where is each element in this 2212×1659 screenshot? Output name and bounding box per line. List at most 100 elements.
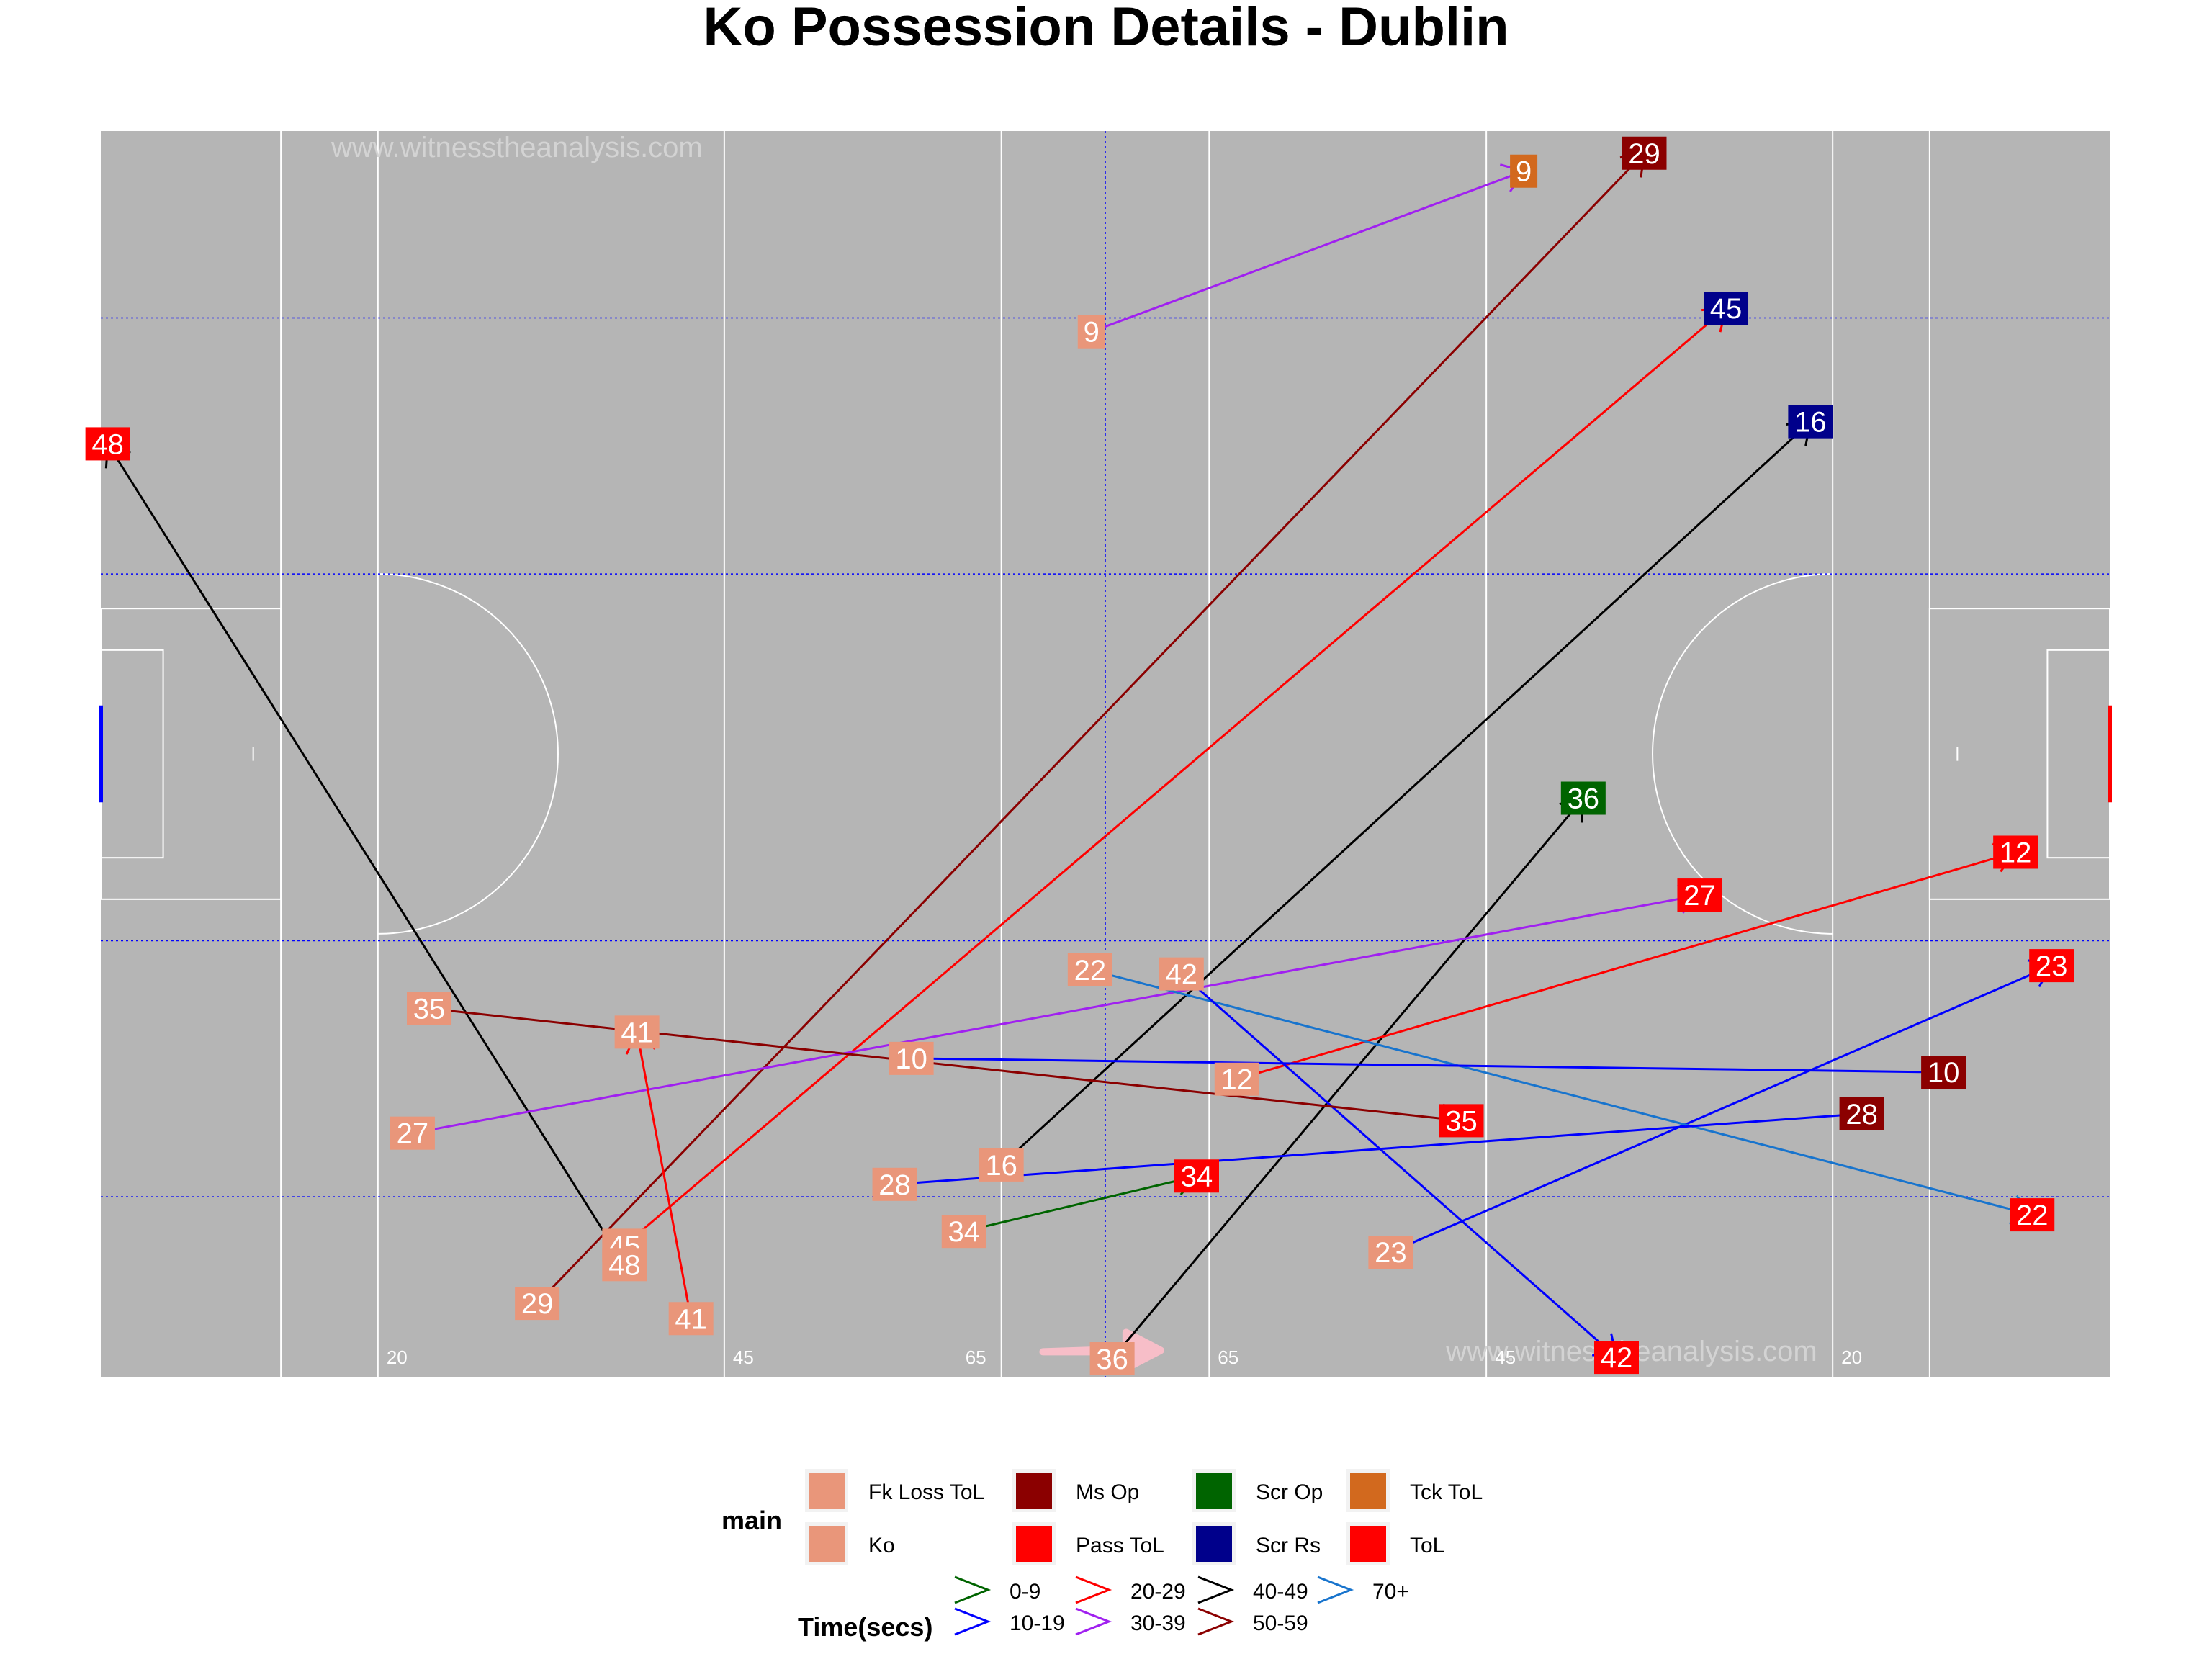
legend-main-label: Tck ToL [1410, 1480, 1483, 1504]
watermark-top: www.witnesstheanalysis.com [331, 132, 703, 163]
end-label: 22 [2010, 1198, 2055, 1232]
start-label: 16 [979, 1148, 1024, 1182]
legend-swatch [1016, 1526, 1052, 1562]
possession-line [1000, 421, 1812, 1166]
end-label-text: 42 [1601, 1342, 1633, 1374]
start-label-text: 41 [675, 1303, 707, 1335]
start-label-box [941, 1215, 986, 1249]
start-label-text: 42 [1166, 959, 1198, 991]
start-label-box [1214, 1062, 1259, 1096]
end-label: 27 [1677, 878, 1722, 912]
legend-time-title: Time(secs) [798, 1612, 932, 1642]
end-label-text: 27 [1683, 880, 1716, 912]
start-label: 10 [889, 1041, 934, 1075]
legend-swatch [1350, 1526, 1386, 1562]
start-label: 34 [941, 1215, 986, 1249]
legend-main-label: Pass ToL [1076, 1534, 1164, 1557]
legend-main-label: Ko [868, 1534, 895, 1557]
distance-label: 45 [1495, 1346, 1516, 1368]
left-arc [377, 573, 559, 935]
end-label-box [1704, 292, 1749, 325]
legend-main-label: Scr Rs [1256, 1534, 1321, 1557]
start-label: 9 [1077, 315, 1105, 349]
possession-line [412, 894, 1700, 1135]
start-label-box [1067, 953, 1112, 986]
legend-time-label: 40-49 [1253, 1580, 1308, 1604]
end-label-box [1677, 878, 1722, 912]
distance-label: 65 [966, 1346, 986, 1368]
possession-line [536, 152, 1645, 1305]
end-label-box [614, 1015, 660, 1049]
start-label-text: 27 [397, 1118, 429, 1150]
start-label-box [979, 1148, 1024, 1182]
end-label-box [1921, 1056, 1966, 1089]
start-label-box [872, 1167, 917, 1201]
legend-main-label: Ms Op [1076, 1480, 1139, 1504]
legend-main-label: ToL [1410, 1534, 1444, 1557]
start-label-box [1159, 957, 1204, 991]
start-label-box [1077, 315, 1105, 349]
start-label: 22 [1067, 953, 1112, 986]
start-label-box [889, 1041, 934, 1075]
start-label: 36 [1089, 1342, 1135, 1376]
start-label-text: 29 [521, 1288, 554, 1320]
possession-line [894, 1112, 1862, 1186]
legend: main Fk Loss ToL Ko Ms Op Pass ToL Scr Op Scr … [721, 1469, 1483, 1642]
legend-swatch [1350, 1473, 1386, 1509]
end-label-text: 12 [2000, 837, 2032, 868]
end-label-box [1560, 781, 1606, 815]
legend-main-title: main [721, 1506, 782, 1535]
end-label-box [1174, 1159, 1219, 1193]
legend-swatch [1196, 1526, 1232, 1562]
start-label-box [1368, 1236, 1413, 1269]
end-label-box [85, 427, 130, 461]
chart-title: Ko Possession Details - Dublin [703, 0, 1509, 58]
start-label-text: 36 [1096, 1344, 1128, 1375]
start-label: 23 [1368, 1236, 1413, 1269]
legend-time-arrow [954, 1575, 992, 1604]
possession-line [636, 1032, 693, 1319]
end-label: 12 [1993, 835, 2038, 869]
start-label-text: 28 [878, 1169, 911, 1201]
start-label-text: 12 [1221, 1064, 1254, 1096]
legend-time-label: 70+ [1372, 1580, 1409, 1604]
legend-time-label: 50-59 [1253, 1611, 1308, 1635]
legend-time-arrow [1317, 1575, 1354, 1604]
possession-line [107, 443, 626, 1266]
end-label: 48 [85, 427, 130, 461]
end-label-text: 23 [2036, 950, 2068, 982]
start-label-box [668, 1302, 714, 1336]
distance-labels: 20 45 65 65 45 20 [387, 1346, 1862, 1368]
end-label: 41 [614, 1015, 660, 1049]
end-label-box [1510, 154, 1538, 188]
possession-lines [104, 152, 2053, 1359]
distance-label: 45 [733, 1346, 754, 1368]
start-label-box [515, 1287, 560, 1321]
end-label-text: 10 [1928, 1057, 1960, 1089]
possession-line [1089, 968, 2033, 1216]
end-label: 16 [1788, 405, 1833, 439]
end-label: 10 [1921, 1056, 1966, 1089]
end-label: 29 [1622, 136, 1667, 170]
end-label-box [1594, 1341, 1640, 1375]
start-label-box [602, 1248, 647, 1282]
end-label-text: 41 [621, 1017, 653, 1048]
legend-main-label: Scr Op [1256, 1480, 1323, 1504]
distance-label: 65 [1218, 1346, 1238, 1368]
start-label-text: 16 [985, 1150, 1017, 1182]
end-label: 28 [1839, 1097, 1884, 1130]
start-label: 29 [515, 1287, 560, 1321]
end-label: 35 [1439, 1104, 1484, 1138]
start-label: 48 [602, 1248, 647, 1282]
possession-line [624, 307, 1727, 1246]
possession-line [1091, 170, 1524, 333]
distance-label: 20 [387, 1346, 408, 1368]
end-label-text: 28 [1845, 1099, 1878, 1130]
end-label-box [1788, 405, 1833, 439]
end-label: 42 [1594, 1341, 1640, 1375]
end-label-box [2010, 1198, 2055, 1232]
start-label: 41 [668, 1302, 714, 1336]
legend-swatch [1016, 1473, 1052, 1509]
start-label: 27 [390, 1116, 435, 1150]
